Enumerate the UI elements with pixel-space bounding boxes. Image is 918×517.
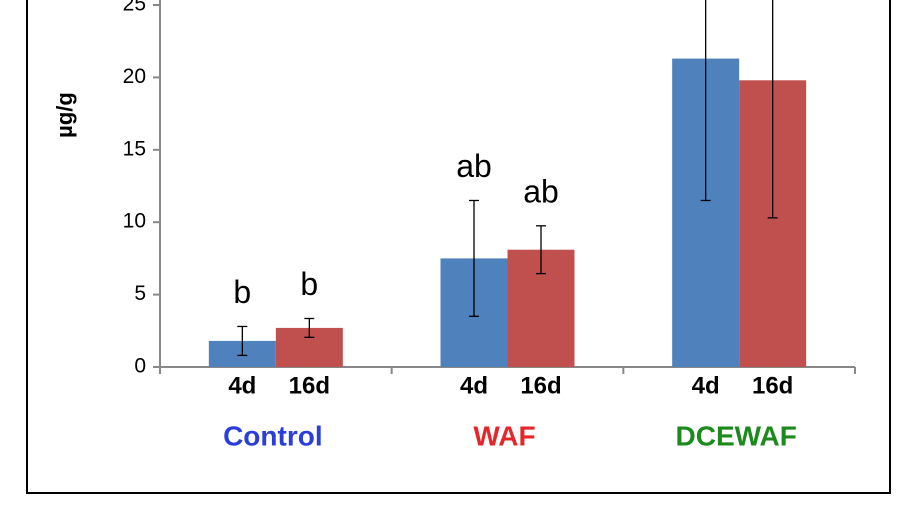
category-label: Control bbox=[223, 420, 323, 451]
series-label: 16d bbox=[752, 372, 793, 399]
y-tick-label: 15 bbox=[123, 137, 146, 160]
error-bar bbox=[767, 0, 778, 219]
significance-letter: ab bbox=[523, 173, 559, 209]
y-tick-label: 5 bbox=[134, 282, 146, 305]
significance-letter: b bbox=[233, 274, 251, 310]
series-label: 4d bbox=[228, 372, 256, 399]
y-tick-label: 0 bbox=[134, 355, 146, 378]
y-axis-label: µg/g bbox=[52, 92, 77, 138]
significance-letter: ab bbox=[456, 148, 492, 184]
series-label: 4d bbox=[692, 372, 720, 399]
frame bbox=[26, 0, 891, 494]
error-bar bbox=[700, 0, 711, 202]
y-tick-label: 10 bbox=[123, 210, 146, 233]
category-label: DCEWAF bbox=[676, 420, 797, 451]
series-label: 16d bbox=[289, 372, 330, 399]
error-bar bbox=[237, 325, 248, 357]
series-label: 4d bbox=[460, 372, 488, 399]
y-tick-label: 20 bbox=[123, 65, 146, 88]
error-bar bbox=[469, 199, 479, 317]
error-bar bbox=[304, 317, 315, 338]
series-label: 16d bbox=[520, 372, 561, 399]
category-label: WAF bbox=[473, 420, 535, 451]
significance-letter: b bbox=[300, 266, 318, 302]
error-bar bbox=[536, 225, 546, 275]
y-tick-label: 25 bbox=[123, 0, 146, 16]
